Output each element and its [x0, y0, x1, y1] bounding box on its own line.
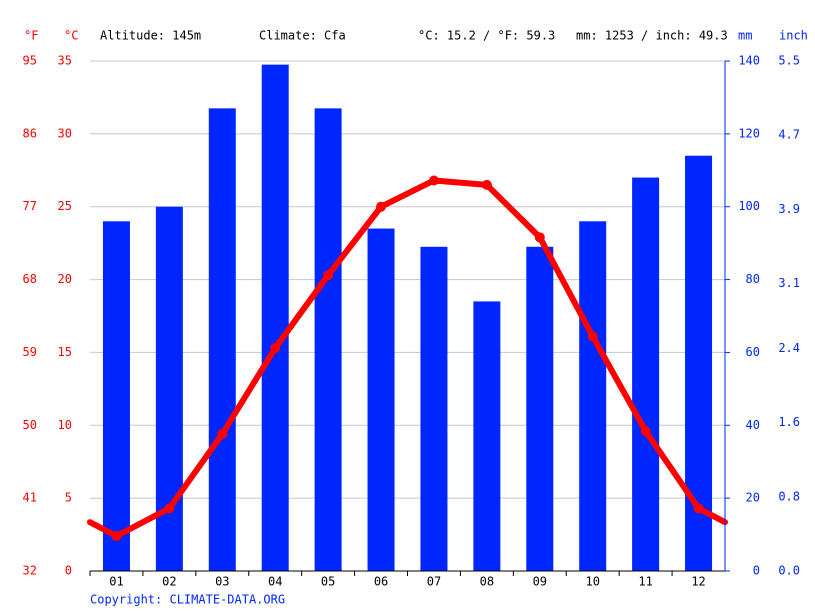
- x-tick-label: 04: [268, 575, 282, 589]
- y2-inch-tick-label: 4.7: [778, 128, 800, 142]
- y2-tick-label: 0: [753, 564, 760, 578]
- line-point: [640, 426, 651, 437]
- altitude: Altitude: 145m: [100, 29, 201, 43]
- x-tick-label: 06: [374, 575, 388, 589]
- y-tick-label: 0: [65, 564, 72, 578]
- y2-inch-tick-label: 0.0: [778, 564, 800, 578]
- precip-sum: mm: 1253 / inch: 49.3: [576, 29, 728, 43]
- y-tick-label: 20: [58, 272, 72, 286]
- y2-tick-label: 20: [746, 491, 760, 505]
- y-tick-label: 35: [58, 54, 72, 68]
- line-point: [587, 331, 598, 342]
- line-point: [428, 175, 439, 186]
- x-tick-label: 12: [691, 575, 705, 589]
- y2-tick-label: 60: [746, 345, 760, 359]
- bar: [473, 301, 501, 571]
- line: [115, 177, 702, 539]
- yf-tick-label: 86: [23, 126, 37, 140]
- bar: [102, 221, 130, 572]
- bar: [261, 64, 289, 572]
- y2-tick-label: 100: [738, 199, 760, 213]
- y2-inch-tick-label: 1.6: [778, 415, 800, 429]
- x-tick-label: 11: [638, 575, 652, 589]
- y-tick-label: 30: [58, 126, 72, 140]
- inch-unit: inch: [779, 29, 808, 43]
- yf-tick-label: 68: [23, 272, 37, 286]
- y2-inch-tick-label: 5.5: [778, 54, 800, 68]
- line-point: [164, 503, 175, 514]
- line-edge: [87, 505, 728, 540]
- bar: [579, 221, 607, 572]
- y2-inch-tick-label: 2.4: [778, 341, 800, 355]
- line-point: [111, 531, 122, 542]
- y2-tick-label: 120: [738, 126, 760, 140]
- mm-unit: mm: [738, 29, 752, 43]
- climate: Climate: Cfa: [259, 29, 346, 43]
- line-point: [323, 270, 334, 281]
- yf-tick-label: 41: [23, 491, 37, 505]
- y2-tick-label: 140: [738, 54, 760, 68]
- y2-inch-tick-label: 0.8: [778, 489, 800, 503]
- y2-inch-tick-label: 3.1: [778, 276, 800, 290]
- y-tick-label: 15: [58, 345, 72, 359]
- bar: [685, 155, 713, 571]
- yf-tick-label: 77: [23, 199, 37, 213]
- y2-tick-label: 40: [746, 418, 760, 432]
- c-unit: °C: [64, 29, 78, 43]
- bar: [367, 228, 395, 572]
- x-tick-label: 08: [480, 575, 494, 589]
- yf-tick-label: 95: [23, 54, 37, 68]
- line-point: [217, 429, 228, 440]
- yf-tick-label: 59: [23, 345, 37, 359]
- x-tick-label: 01: [109, 575, 123, 589]
- line-point: [481, 179, 492, 190]
- f-unit: °F: [24, 29, 38, 43]
- bar: [314, 108, 342, 571]
- x-tick-label: 10: [585, 575, 599, 589]
- bar: [208, 108, 236, 571]
- bar: [420, 246, 448, 572]
- x-tick-label: 05: [321, 575, 335, 589]
- copyright: Copyright: CLIMATE-DATA.ORG: [90, 593, 285, 607]
- y2-inch-tick-label: 3.9: [778, 202, 800, 216]
- x-tick-label: 02: [162, 575, 176, 589]
- line-point: [376, 201, 387, 212]
- y-tick-label: 5: [65, 491, 72, 505]
- y2-tick-label: 80: [746, 272, 760, 286]
- y-tick-label: 10: [58, 418, 72, 432]
- x-tick-label: 07: [427, 575, 441, 589]
- line-point: [534, 232, 545, 243]
- yf-tick-label: 32: [23, 564, 37, 578]
- x-tick-label: 03: [215, 575, 229, 589]
- temp-avg: °C: 15.2 / °F: 59.3: [418, 29, 555, 43]
- x-tick-label: 09: [533, 575, 547, 589]
- bar: [526, 246, 554, 572]
- y-tick-label: 25: [58, 199, 72, 213]
- line-point: [693, 503, 704, 514]
- line-point: [270, 343, 281, 354]
- bar: [632, 177, 660, 572]
- yf-tick-label: 50: [23, 418, 37, 432]
